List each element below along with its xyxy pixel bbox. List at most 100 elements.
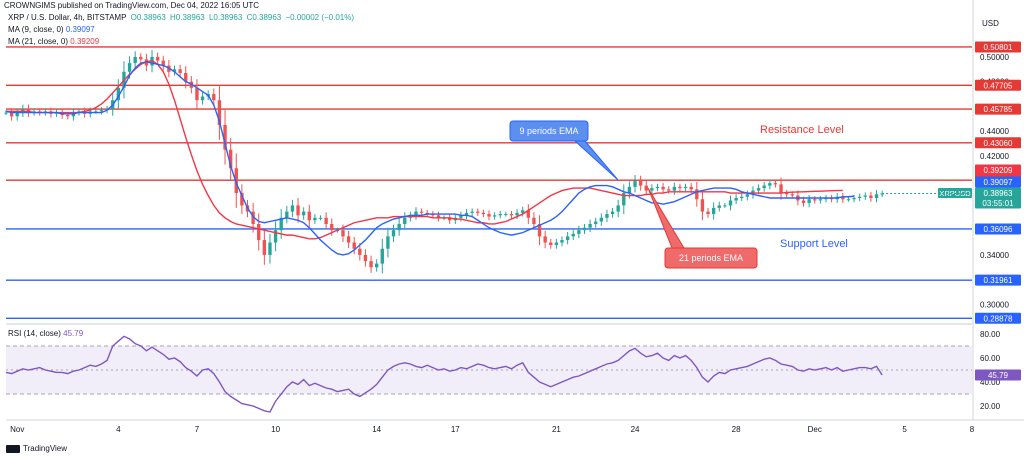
- candle-body: [94, 111, 98, 113]
- candle-body: [161, 60, 165, 66]
- support-level-label: Support Level: [780, 238, 848, 250]
- rsi-y-tick-label: 40.00: [980, 378, 1001, 387]
- candle-body: [178, 69, 182, 73]
- candle-body: [386, 236, 390, 249]
- candle-body: [330, 223, 334, 231]
- candle-body: [184, 72, 188, 82]
- candle-body: [650, 188, 654, 191]
- candle-body: [397, 223, 401, 231]
- candle-body: [464, 212, 469, 216]
- y-tick-label: 0.50000: [980, 53, 1009, 62]
- candle-body: [212, 94, 216, 101]
- candle-body: [594, 221, 598, 224]
- ema21-callout-box: [664, 247, 758, 269]
- candle-body: [717, 205, 721, 208]
- footer-brand[interactable]: TradingView: [6, 444, 67, 453]
- x-tick-label: 10: [271, 425, 280, 434]
- candle-body: [15, 112, 19, 117]
- candle-body: [565, 236, 570, 241]
- candle-body: [4, 112, 8, 114]
- support-3-tag-bg: [975, 312, 1021, 324]
- candle-body: [498, 214, 502, 216]
- ema9-callout-text: 9 periods EMA: [519, 126, 578, 136]
- ema21-callout-text: 21 periods EMA: [679, 253, 743, 263]
- ma21-value: 0.39209: [70, 37, 100, 46]
- candle-body: [813, 199, 817, 201]
- ohlc-line: XRP / U.S. Dollar, 4h, BITSTAMP O0.38963…: [8, 13, 356, 22]
- candle-body: [358, 248, 362, 255]
- x-tick-label: 5: [902, 425, 907, 434]
- candle-body: [638, 180, 643, 186]
- candle-body: [661, 186, 665, 190]
- x-tick-label: Nov: [10, 425, 24, 434]
- candle-body: [313, 217, 317, 221]
- price-tag-bg: [975, 176, 1021, 188]
- ma9-label: MA (9, close, 0): [8, 25, 64, 34]
- candle-body: [537, 223, 542, 237]
- candle-body: [605, 214, 609, 218]
- candle-body: [768, 183, 772, 186]
- candle-body: [363, 254, 368, 262]
- candle-body: [599, 217, 604, 222]
- candle-body: [588, 223, 592, 228]
- candle-body: [369, 261, 373, 268]
- resistance-4-tag: 0.43060: [984, 139, 1013, 148]
- candle-body: [695, 189, 699, 200]
- candle-body: [577, 230, 581, 234]
- ma9-legend[interactable]: MA (9, close, 0) 0.39097: [8, 25, 95, 34]
- ema21-callout-pointer: [647, 187, 685, 249]
- candle-body: [9, 112, 14, 117]
- rsi-y-tick-label: 20.00: [980, 402, 1001, 411]
- resistance-1-tag: 0.50801: [984, 43, 1013, 52]
- close-value: C0.38963: [246, 13, 282, 22]
- resistance-level-label: Resistance Level: [760, 124, 844, 136]
- ma21-label: MA (21, close, 0): [8, 37, 69, 46]
- low-value: L0.38963: [208, 13, 243, 22]
- support-2-tag: 0.31961: [984, 276, 1013, 285]
- candle-body: [374, 263, 379, 268]
- y-tick-label: 0.42000: [980, 152, 1009, 161]
- candle-body: [818, 199, 823, 201]
- candle-body: [318, 217, 323, 219]
- candle-body: [268, 242, 272, 255]
- resistance-4-tag-bg: [975, 137, 1021, 149]
- price-tag-bg: [975, 187, 1021, 199]
- rsi-y-tick-label: 80.00: [980, 330, 1001, 339]
- candle-body: [240, 193, 244, 206]
- symbol-name: XRP / U.S. Dollar, 4h, BITSTAMP: [8, 13, 127, 22]
- price-tag: 0.39209: [984, 166, 1013, 175]
- candle-body: [711, 207, 716, 215]
- candle-body: [869, 195, 873, 198]
- rsi-y-tick-label: 60.00: [980, 354, 1001, 363]
- tradingview-logo-icon: [6, 444, 20, 453]
- candle-body: [790, 194, 794, 196]
- candle-body: [509, 214, 514, 216]
- candle-body: [133, 56, 137, 64]
- rsi-legend[interactable]: RSI (14, close) 45.79: [8, 329, 83, 338]
- resistance-3-tag-bg: [975, 103, 1021, 115]
- main-pane-bg: [6, 32, 972, 322]
- candle-body: [200, 96, 205, 101]
- candle-body: [863, 195, 867, 197]
- candle-body: [262, 240, 267, 255]
- candle-body: [251, 211, 255, 224]
- candle-body: [223, 124, 227, 150]
- x-tick-label: 17: [451, 425, 460, 434]
- candle-body: [414, 211, 418, 216]
- change-value: −0.00002 (−0.01%): [285, 13, 355, 22]
- candle-body: [195, 87, 199, 101]
- x-tick-label: 28: [732, 425, 741, 434]
- symbol-tag-bg: [938, 188, 972, 198]
- candle-body: [560, 240, 564, 243]
- candle-body: [571, 233, 575, 237]
- price-tag-bg: [975, 197, 1021, 209]
- candle-body: [689, 186, 693, 190]
- candle-body: [807, 199, 811, 203]
- rsi-tag: 45.79: [988, 371, 1009, 380]
- candle-body: [504, 214, 508, 216]
- candle-body: [762, 185, 766, 189]
- ma21-legend[interactable]: MA (21, close, 0) 0.39209: [8, 37, 99, 46]
- candle-body: [515, 212, 519, 216]
- candle-body: [549, 242, 553, 246]
